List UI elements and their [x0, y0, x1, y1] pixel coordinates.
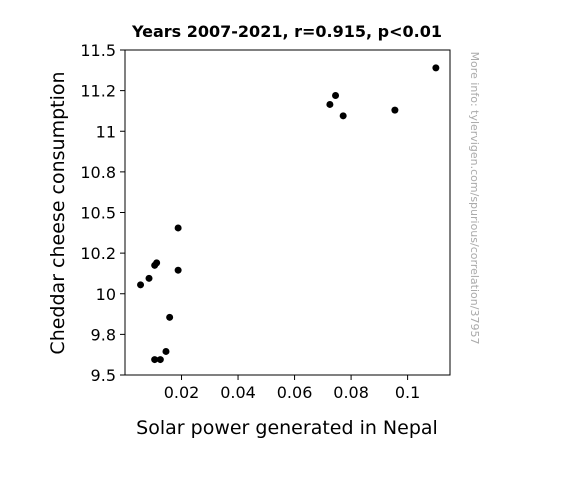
x-tick-label: 0.02	[164, 383, 200, 402]
y-tick-label: 10.5	[80, 204, 116, 223]
y-tick-label: 10	[96, 285, 116, 304]
y-tick-label: 9.5	[91, 366, 116, 385]
x-tick-label: 0.06	[277, 383, 313, 402]
data-point	[145, 274, 153, 282]
x-tick-label: 0.1	[395, 383, 420, 402]
data-point	[153, 259, 161, 267]
chart-title: Years 2007-2021, r=0.915, p<0.01	[131, 22, 442, 41]
data-point	[137, 281, 145, 289]
data-points	[137, 64, 440, 364]
y-tick-label: 10.2	[80, 244, 116, 263]
y-axis-label: Cheddar cheese consumption	[47, 71, 69, 354]
data-point	[174, 266, 182, 274]
data-point	[166, 313, 174, 321]
y-tick-label: 11.5	[80, 41, 116, 60]
y-tick-label: 11.2	[80, 82, 116, 101]
data-point	[151, 356, 159, 364]
data-point	[391, 106, 399, 114]
data-point	[432, 64, 440, 72]
data-point	[174, 224, 182, 232]
watermark-text: More info: tylervigen.com/spurious/corre…	[468, 52, 481, 345]
x-tick-label: 0.08	[333, 383, 369, 402]
data-point	[156, 356, 164, 364]
y-tick-label: 9.8	[91, 325, 116, 344]
x-axis: 0.02 0.04 0.06 0.08 0.1	[164, 375, 420, 402]
data-point	[332, 92, 340, 99]
x-axis-label: Solar power generated in Nepal	[136, 417, 438, 439]
y-tick-label: 10.8	[80, 163, 116, 182]
data-point	[339, 112, 347, 120]
plot-area	[124, 49, 451, 376]
y-axis: 9.5 9.8 10 10.2 10.5 10.8 11 11.2 11.5	[80, 41, 125, 385]
x-tick-label: 0.04	[220, 383, 256, 402]
data-point	[326, 100, 334, 108]
y-tick-label: 11	[96, 122, 116, 141]
data-point	[162, 347, 170, 355]
